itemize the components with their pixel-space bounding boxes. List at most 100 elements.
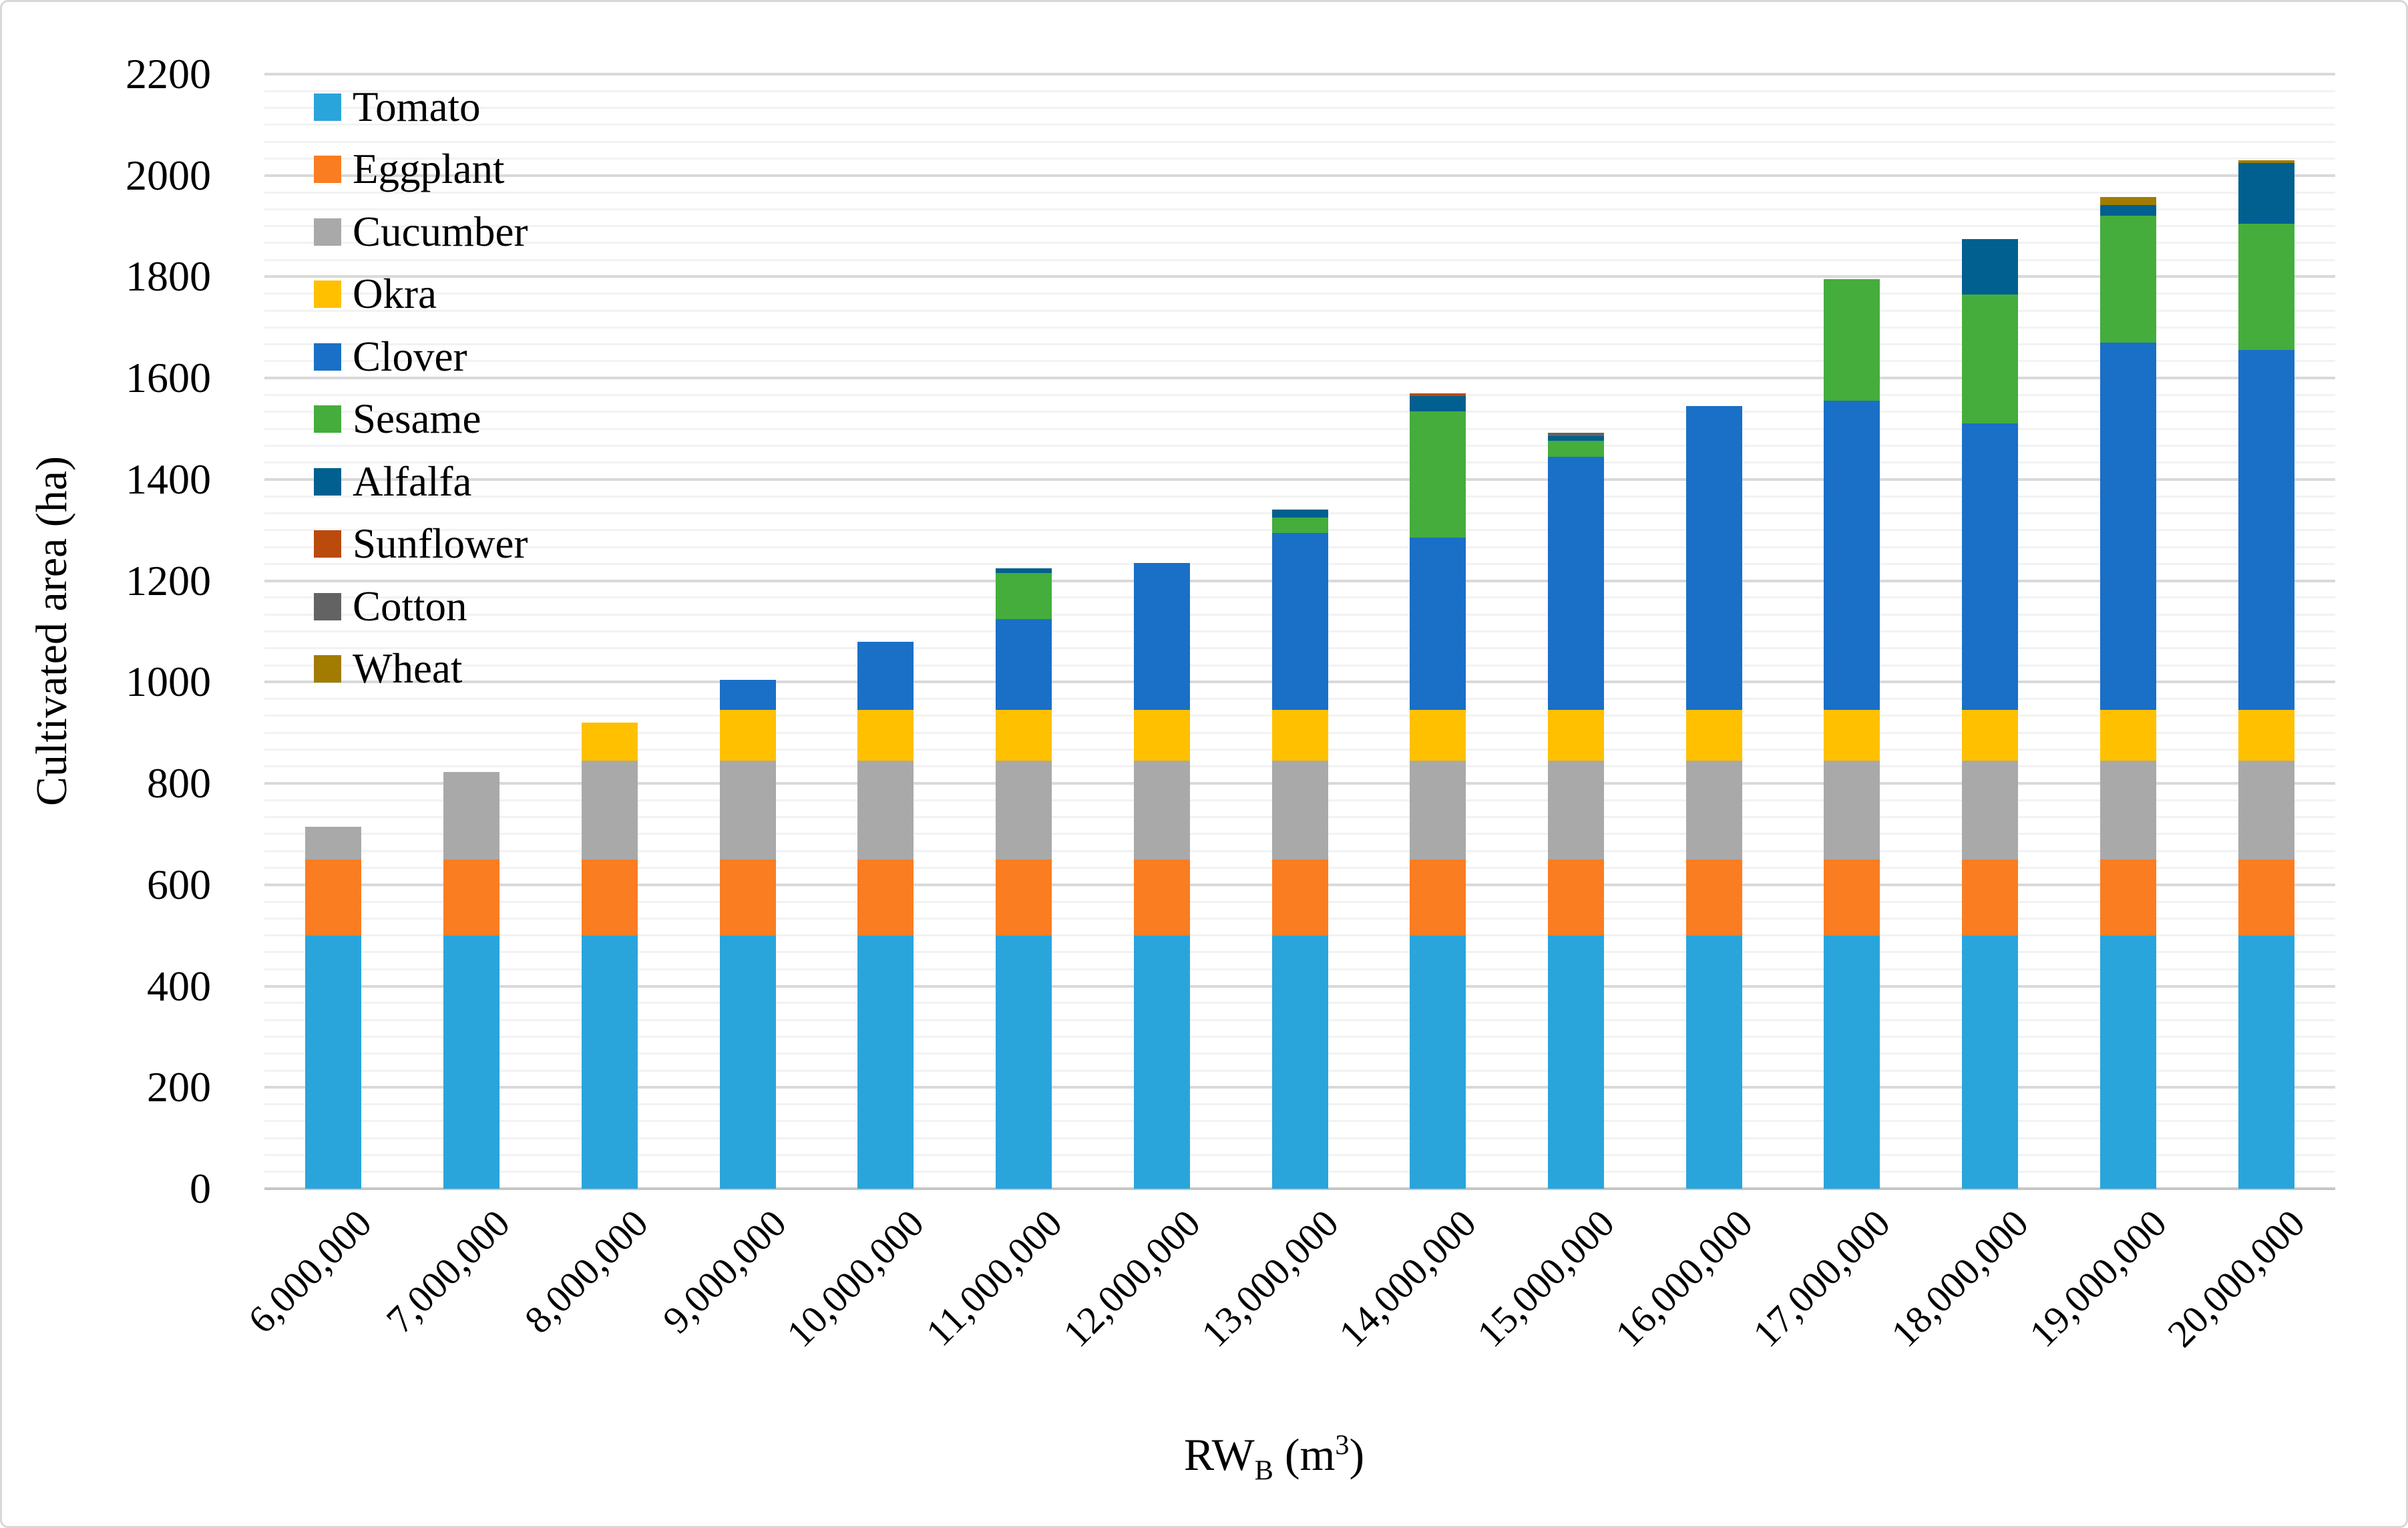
bar-segment-cucumber (2099, 760, 2156, 860)
bar-segment-sesame (2099, 216, 2156, 343)
bar-segment-okra (1410, 710, 1466, 761)
bar-segment-eggplant (857, 859, 914, 936)
gridline-major (264, 174, 2335, 177)
legend-item-alfalfa: Alfalfa (314, 450, 471, 513)
legend-label: Okra (353, 270, 437, 317)
legend-swatch-tomato (314, 93, 341, 121)
legend-label: Wheat (353, 645, 463, 692)
gridline-minor (264, 107, 2335, 110)
bar-segment-alfalfa (1962, 238, 2019, 295)
gridline-major (264, 478, 2335, 481)
x-axis-line (264, 1187, 2335, 1190)
bar-segment-wheat (2238, 160, 2294, 163)
bar-segment-tomato (1962, 935, 2019, 1189)
bar-segment-eggplant (305, 859, 362, 936)
x-axis-title: RWB (m3) (1183, 1429, 1365, 1487)
gridline-minor (264, 191, 2335, 194)
gridline-minor (264, 461, 2335, 464)
bar-segment-eggplant (581, 859, 638, 936)
bar-segment-sesame (996, 573, 1052, 619)
bar-segment-sunflower (1410, 393, 1466, 396)
bar-segment-cucumber (1410, 760, 1466, 860)
y-tick-label: 1000 (126, 658, 211, 706)
gridline-minor (264, 309, 2335, 312)
bar-segment-cotton (1547, 433, 1604, 436)
legend-label: Sunflower (353, 520, 528, 567)
bar-segment-clover (1547, 456, 1604, 711)
bar-segment-clover (1685, 405, 1742, 711)
y-axis-title-text: Cultivated area (ha) (27, 455, 76, 807)
bar-segment-tomato (1410, 935, 1466, 1189)
bar-segment-clover (2099, 343, 2156, 711)
bar-segment-okra (581, 723, 638, 761)
bar-segment-tomato (719, 935, 776, 1189)
bar-segment-eggplant (2238, 859, 2294, 936)
legend-label: Sesame (353, 395, 481, 442)
legend-item-cucumber: Cucumber (314, 200, 528, 263)
bar-segment-eggplant (1133, 859, 1190, 936)
bar-segment-sesame (2238, 223, 2294, 351)
legend-swatch-wheat (314, 655, 341, 683)
bar-segment-eggplant (1547, 859, 1604, 936)
y-tick-label: 1600 (126, 354, 211, 402)
plot-area (264, 73, 2335, 1190)
bar-segment-clover (1410, 538, 1466, 711)
bar-segment-okra (1271, 710, 1328, 761)
bar-segment-okra (1962, 710, 2019, 761)
y-tick-label: 800 (147, 759, 211, 807)
bar-segment-clover (1962, 423, 2019, 711)
bar-segment-tomato (305, 935, 362, 1189)
y-tick-label: 0 (190, 1165, 211, 1212)
bar-segment-okra (2099, 710, 2156, 761)
legend-swatch-sunflower (314, 530, 341, 558)
bar-segment-cucumber (581, 760, 638, 860)
gridline-minor (264, 157, 2335, 160)
legend-label: Cucumber (353, 208, 528, 255)
bar-segment-cucumber (1685, 760, 1742, 860)
gridline-minor (264, 393, 2335, 396)
gridline-minor (264, 411, 2335, 413)
legend-label: Alfalfa (353, 457, 472, 505)
gridline-major (264, 275, 2335, 278)
bar-segment-eggplant (443, 859, 500, 936)
bar-segment-tomato (857, 935, 914, 1189)
bar-segment-cucumber (719, 760, 776, 860)
bar-segment-cucumber (305, 826, 362, 860)
gridline-minor (264, 225, 2335, 228)
legend-item-sesame: Sesame (314, 388, 481, 451)
gridline-major (264, 73, 2335, 75)
bar-segment-alfalfa (1271, 510, 1328, 518)
legend-label: Clover (353, 333, 467, 380)
legend-item-sunflower: Sunflower (314, 513, 528, 576)
legend-swatch-alfalfa (314, 467, 341, 496)
bar-segment-cucumber (996, 760, 1052, 860)
bar-segment-alfalfa (2238, 162, 2294, 224)
bar-segment-alfalfa (996, 568, 1052, 574)
legend-swatch-sesame (314, 405, 341, 433)
bar-segment-okra (1685, 710, 1742, 761)
bar-segment-clover (1824, 401, 1880, 711)
bar-segment-cucumber (1962, 760, 2019, 860)
bar-segment-sesame (1410, 411, 1466, 538)
legend-swatch-cotton (314, 592, 341, 620)
bar-segment-tomato (443, 935, 500, 1189)
legend-label: Cotton (353, 582, 467, 630)
legend-swatch-cucumber (314, 218, 341, 246)
gridline-minor (264, 427, 2335, 430)
bar-segment-clover (1271, 532, 1328, 711)
bar-segment-sesame (1962, 295, 2019, 424)
bar-segment-alfalfa (1410, 395, 1466, 411)
bar-segment-okra (1824, 710, 1880, 761)
bar-segment-okra (2238, 710, 2294, 761)
gridline-minor (264, 444, 2335, 447)
bar-segment-tomato (996, 935, 1052, 1189)
bar-segment-clover (996, 618, 1052, 711)
gridline-minor (264, 495, 2335, 498)
bar-segment-eggplant (1410, 859, 1466, 936)
legend-swatch-eggplant (314, 156, 341, 183)
bar-segment-tomato (1133, 935, 1190, 1189)
gridline-minor (264, 258, 2335, 261)
legend-label: Eggplant (353, 146, 505, 192)
legend-swatch-clover (314, 343, 341, 371)
